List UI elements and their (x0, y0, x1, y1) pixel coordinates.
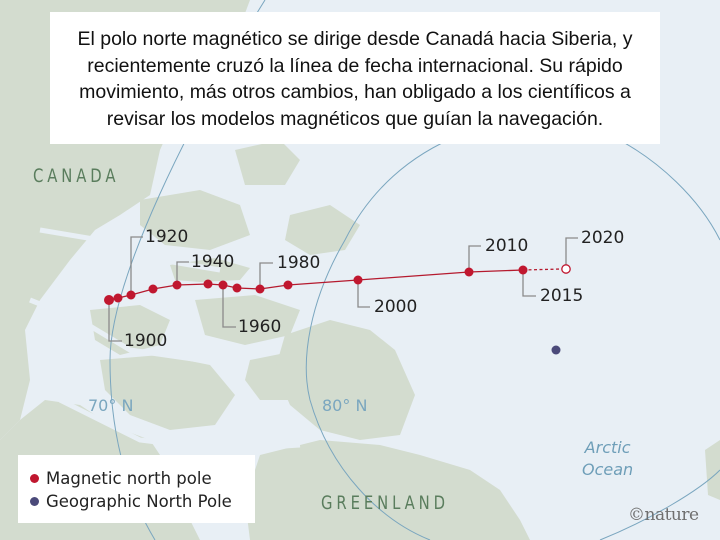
year-label-1940: 1940 (191, 252, 235, 272)
year-label-1920: 1920 (145, 227, 189, 247)
island-west-2 (90, 305, 170, 355)
magnetic-pole-projection (522, 268, 563, 271)
ellesmere-island (275, 320, 415, 440)
island-mid-2 (195, 295, 300, 345)
ocean-label-line: Arctic (584, 438, 631, 457)
year-label-2020: 2020 (581, 228, 625, 248)
caption-line: revisar los modelos magnéticos que guían… (106, 107, 604, 130)
magnetic-pole-2020-projected (561, 264, 571, 274)
caption-line: recientemente cruzó la línea de fecha in… (87, 54, 623, 77)
geographic-north-pole-dot (551, 345, 561, 355)
lat-80-circle (305, 134, 720, 540)
island-north-1 (235, 140, 300, 185)
legend: Magnetic north pole Geographic North Pol… (18, 455, 255, 523)
caption-line: El polo norte magnético se dirige desde … (77, 28, 633, 50)
channels (29, 227, 301, 453)
label-greenland: GREENLAND (321, 492, 449, 514)
year-label-2000: 2000 (374, 297, 418, 317)
island-west-1 (140, 190, 250, 250)
victoria-island (100, 355, 235, 430)
ocean-label-line: Ocean (582, 460, 634, 479)
siberia-edge (705, 440, 720, 500)
legend-item-geographic: Geographic North Pole (30, 490, 255, 513)
label-canada: CANADA (33, 165, 120, 187)
label-lat-70: 70° N (88, 396, 134, 415)
year-leader-lines (108, 236, 578, 342)
legend-label: Geographic North Pole (46, 492, 232, 511)
magnetic-pole-dot-icon (30, 474, 39, 483)
nature-credit: ©nature (628, 505, 699, 525)
caption-line: movimiento, más otros cambios, han oblig… (79, 81, 631, 103)
legend-label: Magnetic north pole (46, 469, 212, 488)
magnetic-pole-dots (104, 265, 528, 305)
year-label-2010: 2010 (485, 236, 529, 256)
land-far-left (0, 170, 60, 220)
greenland (245, 440, 530, 540)
year-label-1960: 1960 (238, 317, 282, 337)
label-arctic-ocean: Arctic Ocean (582, 437, 633, 481)
ellesmere-south (285, 205, 360, 255)
caption-box: El polo norte magnético se dirige desde … (50, 12, 660, 144)
year-label-2015: 2015 (540, 286, 584, 306)
year-label-1980: 1980 (277, 253, 321, 273)
legend-item-magnetic: Magnetic north pole (30, 467, 255, 490)
year-label-1900: 1900 (124, 331, 168, 351)
geographic-pole-dot-icon (30, 497, 39, 506)
label-lat-80: 80° N (322, 396, 368, 415)
